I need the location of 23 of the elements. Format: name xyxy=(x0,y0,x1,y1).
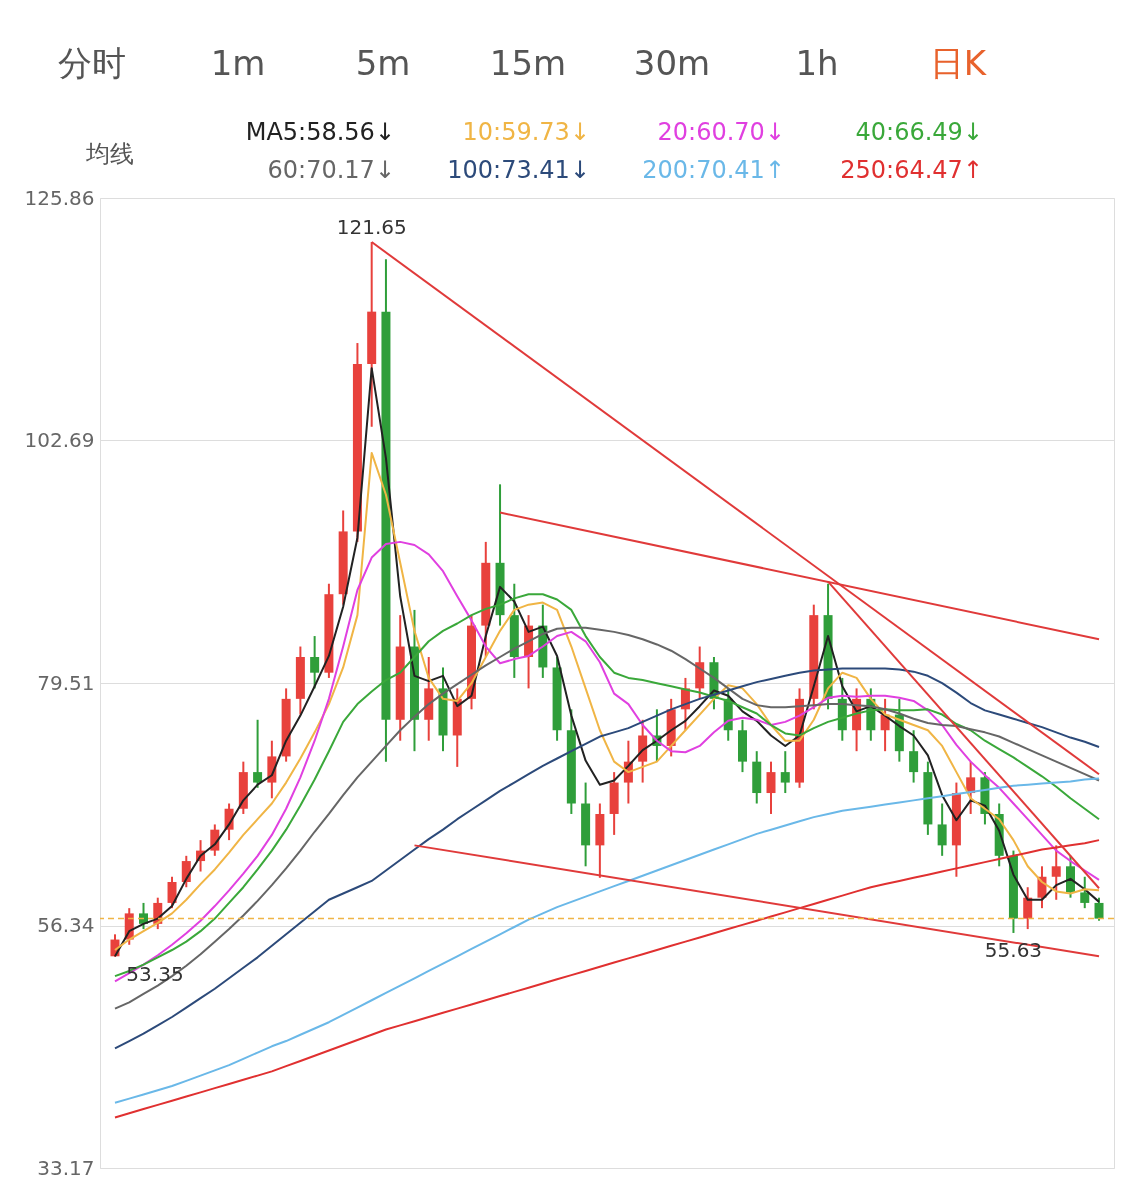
text: 分时 xyxy=(58,43,126,83)
annotation: 55.63 xyxy=(984,937,1043,962)
y-tick-label: 56.34 xyxy=(37,913,95,938)
text: 40:66.49↓ xyxy=(855,118,983,146)
text: 20:60.70↓ xyxy=(657,118,785,146)
text: 100:73.41↓ xyxy=(447,156,590,184)
text: MA5:58.56↓ xyxy=(245,118,395,146)
text: 250:64.47↑ xyxy=(840,156,983,184)
text: 200:70.41↑ xyxy=(642,156,785,184)
annotation: 121.65 xyxy=(336,215,407,240)
text: 1h xyxy=(795,43,839,83)
text: 均线 xyxy=(85,140,134,168)
text: 日K xyxy=(929,43,988,83)
text: 1m xyxy=(210,43,266,83)
y-tick-label: 33.17 xyxy=(37,1155,95,1180)
text: 10:59.73↓ xyxy=(462,118,590,146)
text: 60:70.17↓ xyxy=(267,156,395,184)
y-tick-label: 79.51 xyxy=(37,670,95,695)
y-tick-label: 102.69 xyxy=(24,427,95,452)
text: 15m xyxy=(489,43,567,83)
text: 5m xyxy=(355,43,411,83)
y-tick-label: 125.86 xyxy=(24,185,95,210)
text: 30m xyxy=(633,43,711,83)
